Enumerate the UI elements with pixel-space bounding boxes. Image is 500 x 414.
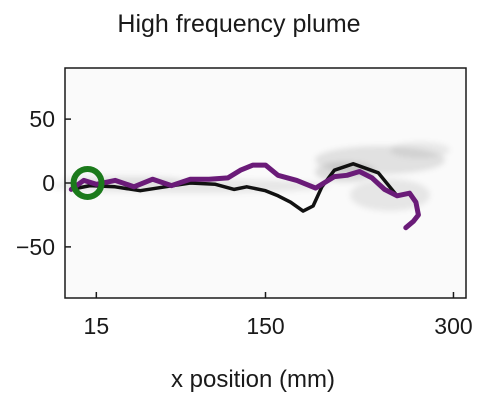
y-tick-label: 50 [29, 106, 55, 132]
origin-circle-marker [70, 166, 105, 200]
series-layer [68, 162, 421, 231]
series-line-black [69, 162, 399, 213]
chart-title: High frequency plume [117, 10, 360, 38]
x-axis: 15 150 300 [84, 292, 473, 339]
x-axis-label: x position (mm) [171, 366, 335, 393]
x-tick-label: 15 [84, 313, 110, 339]
y-tick-label: −50 [16, 234, 55, 260]
y-tick-label: 0 [42, 170, 55, 196]
marker-layer [70, 166, 105, 200]
x-tick-label: 300 [434, 313, 472, 339]
series-line-purple [68, 162, 421, 231]
y-axis: 50 0 −50 [16, 106, 71, 260]
x-tick-label: 150 [246, 313, 284, 339]
